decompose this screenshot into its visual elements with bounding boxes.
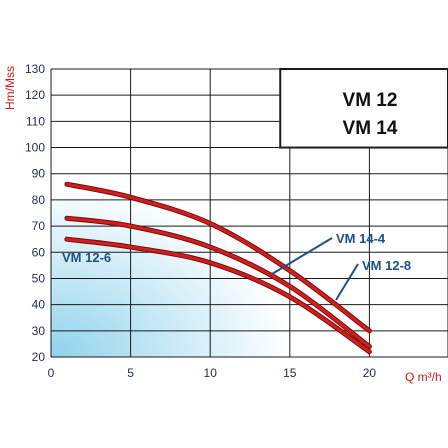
y-tick-label: 110: [26, 114, 45, 128]
y-tick-label: 60: [32, 245, 46, 259]
curves: [64, 181, 372, 355]
x-tick-labels: 0 5 10 15 20: [48, 366, 377, 380]
model-title-line-1: VM 12: [343, 90, 398, 111]
y-tick-label: 50: [32, 271, 46, 285]
y-tick-label: 80: [32, 193, 46, 207]
y-tick-label: 40: [32, 298, 46, 312]
y-tick-label: 130: [25, 62, 45, 76]
y-tick-label: 120: [25, 88, 45, 102]
curve-vm-12-6: [65, 237, 371, 354]
x-tick-label: 10: [204, 366, 218, 380]
model-title-line-2: VM 14: [343, 118, 398, 139]
curve-vm-14-4: [65, 182, 371, 333]
y-tick-labels: 20 30 40 50 60 70 80 90 100 110 120 130: [25, 62, 45, 364]
x-tick-label: 20: [363, 366, 377, 380]
y-tick-label: 20: [32, 350, 46, 364]
y-tick-label: 30: [32, 324, 46, 338]
leader-line-vm12-8: [335, 263, 359, 301]
x-tick-label: 15: [283, 366, 297, 380]
series-label-vm14-4: VM 14-4: [336, 231, 386, 246]
title-box: [279, 68, 448, 149]
curve-vm-12-8: [65, 216, 371, 349]
y-tick-label: 70: [32, 219, 46, 233]
series-label-vm12-8: VM 12-8: [362, 258, 411, 273]
x-tick-label: 0: [48, 366, 55, 380]
y-tick-label: 100: [25, 141, 45, 155]
series-label-vm12-6: VM 12-6: [62, 250, 111, 265]
leader-line-vm14-4: [271, 237, 333, 275]
x-tick-label: 5: [127, 366, 134, 380]
x-axis-title: Q m³/h: [405, 370, 442, 384]
y-tick-label: 90: [32, 167, 46, 181]
y-axis-title: Hm/Mss: [3, 66, 17, 110]
